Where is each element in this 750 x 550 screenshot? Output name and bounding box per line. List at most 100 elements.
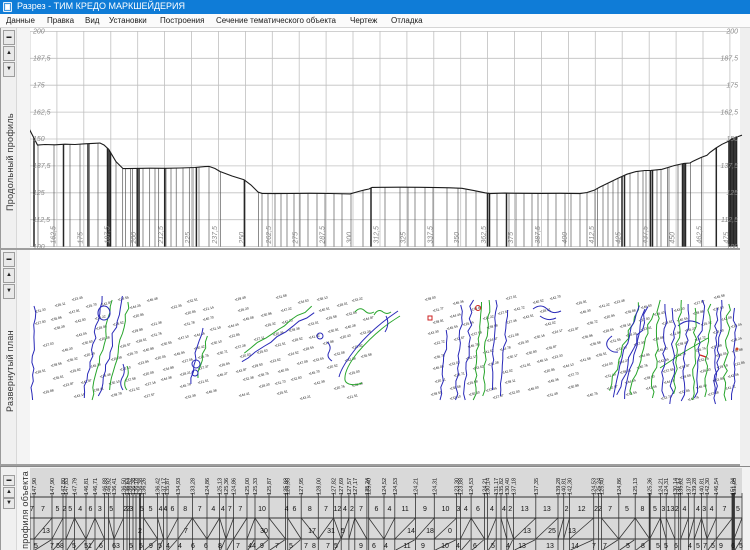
svg-text:•138.13: •138.13 bbox=[316, 295, 328, 302]
svg-text:•127.67: •127.67 bbox=[693, 299, 705, 306]
svg-text:2: 2 bbox=[123, 506, 127, 513]
svg-text:•127.93: •127.93 bbox=[34, 319, 46, 326]
svg-text:6: 6 bbox=[731, 543, 735, 550]
svg-text:127,95: 127,95 bbox=[299, 478, 305, 495]
svg-text:•128.51: •128.51 bbox=[34, 368, 46, 375]
svg-text:•137.68: •137.68 bbox=[707, 390, 719, 397]
svg-text:•128.21: •128.21 bbox=[179, 370, 191, 377]
svg-text:7: 7 bbox=[324, 506, 328, 513]
svg-text:13: 13 bbox=[543, 506, 551, 513]
svg-text:13: 13 bbox=[518, 543, 526, 550]
svg-text:•120.03: •120.03 bbox=[239, 352, 251, 359]
svg-text:125: 125 bbox=[33, 190, 45, 197]
svg-text:•124.47: •124.47 bbox=[486, 336, 498, 343]
svg-text:•140.05: •140.05 bbox=[277, 367, 289, 374]
svg-text:•123.41: •123.41 bbox=[640, 325, 652, 332]
svg-text:2: 2 bbox=[350, 506, 354, 513]
svg-text:•147.91: •147.91 bbox=[68, 308, 80, 315]
svg-text:31: 31 bbox=[327, 528, 335, 535]
svg-text:•145.08: •145.08 bbox=[242, 315, 254, 322]
svg-text:•135.61: •135.61 bbox=[52, 374, 64, 381]
svg-text:4: 4 bbox=[490, 506, 494, 513]
svg-text:4: 4 bbox=[502, 506, 506, 513]
svg-text:•128.91: •128.91 bbox=[539, 307, 551, 314]
svg-text:125,87: 125,87 bbox=[267, 478, 273, 495]
svg-text:•142.38: •142.38 bbox=[344, 356, 356, 363]
svg-text:•137.58: •137.58 bbox=[124, 376, 136, 383]
svg-text:•123.48: •123.48 bbox=[613, 298, 625, 305]
svg-text:14: 14 bbox=[571, 543, 579, 550]
svg-text:2: 2 bbox=[675, 506, 679, 513]
svg-text:•120.10: •120.10 bbox=[119, 365, 131, 372]
svg-text:•133.74: •133.74 bbox=[660, 394, 672, 401]
svg-text:•140.51: •140.51 bbox=[318, 306, 330, 313]
svg-text:•127.46: •127.46 bbox=[505, 318, 517, 325]
svg-text:112,5: 112,5 bbox=[33, 217, 50, 224]
svg-text:450: 450 bbox=[670, 232, 677, 244]
svg-text:9: 9 bbox=[359, 543, 363, 550]
svg-text:•142.02: •142.02 bbox=[501, 368, 513, 375]
svg-text:135,87: 135,87 bbox=[165, 478, 171, 495]
svg-text:•137.73: •137.73 bbox=[567, 371, 579, 378]
svg-text:•130.50: •130.50 bbox=[468, 390, 480, 397]
svg-text:•145.38: •145.38 bbox=[89, 362, 101, 369]
svg-text:4: 4 bbox=[464, 506, 468, 513]
svg-text:7: 7 bbox=[359, 506, 363, 513]
svg-text:•130.16: •130.16 bbox=[533, 333, 545, 340]
svg-text:•146.27: •146.27 bbox=[216, 371, 228, 378]
svg-text:•137.60: •137.60 bbox=[712, 305, 724, 312]
svg-text:150: 150 bbox=[33, 136, 45, 143]
svg-text:•144.41: •144.41 bbox=[238, 391, 250, 398]
svg-text:137,5: 137,5 bbox=[720, 163, 738, 170]
svg-text:•144.78: •144.78 bbox=[663, 378, 675, 385]
svg-text:4: 4 bbox=[343, 506, 347, 513]
svg-text:127,57: 127,57 bbox=[347, 478, 353, 495]
svg-text:125,24: 125,24 bbox=[365, 478, 371, 495]
svg-text:•139.03: •139.03 bbox=[643, 374, 655, 381]
svg-text:100: 100 bbox=[726, 244, 738, 251]
svg-text:•120.09: •120.09 bbox=[142, 370, 154, 377]
svg-text:•143.33: •143.33 bbox=[673, 306, 685, 313]
svg-text:387,5: 387,5 bbox=[535, 226, 542, 244]
svg-text:124,53: 124,53 bbox=[393, 478, 399, 495]
svg-text:4: 4 bbox=[159, 506, 163, 513]
svg-text:11: 11 bbox=[401, 506, 408, 513]
svg-text:•140.99: •140.99 bbox=[142, 346, 154, 353]
svg-text:•141.58: •141.58 bbox=[579, 356, 591, 363]
svg-text:•128.64: •128.64 bbox=[602, 327, 614, 334]
svg-text:•131.30: •131.30 bbox=[615, 345, 627, 352]
svg-text:175: 175 bbox=[77, 232, 84, 244]
svg-text:134,93: 134,93 bbox=[176, 478, 182, 495]
svg-text:7: 7 bbox=[50, 543, 54, 550]
svg-text:7: 7 bbox=[703, 543, 707, 550]
svg-text:112,5: 112,5 bbox=[721, 217, 738, 224]
svg-text:136,38: 136,38 bbox=[131, 478, 137, 495]
svg-text:124,21: 124,21 bbox=[483, 478, 489, 495]
svg-text:2: 2 bbox=[63, 506, 67, 513]
svg-text:•139.00: •139.00 bbox=[424, 295, 436, 302]
svg-text:125,93: 125,93 bbox=[284, 478, 290, 495]
svg-text:136,41: 136,41 bbox=[112, 478, 118, 495]
svg-text:162,5: 162,5 bbox=[50, 226, 57, 244]
svg-text:5: 5 bbox=[72, 543, 76, 550]
svg-text:•145.54: •145.54 bbox=[446, 324, 458, 331]
svg-text:124,53: 124,53 bbox=[592, 478, 598, 495]
svg-text:125,36: 125,36 bbox=[648, 478, 654, 495]
svg-text:•139.38: •139.38 bbox=[288, 326, 300, 333]
svg-text:4: 4 bbox=[387, 506, 391, 513]
svg-text:•125.32: •125.32 bbox=[700, 320, 712, 327]
svg-text:125,00: 125,00 bbox=[245, 478, 251, 495]
svg-text:•127.11: •127.11 bbox=[253, 335, 265, 342]
svg-text:4: 4 bbox=[166, 543, 170, 550]
svg-text:•120.76: •120.76 bbox=[333, 384, 345, 391]
svg-text:12: 12 bbox=[578, 506, 586, 513]
svg-text:•130.17: •130.17 bbox=[506, 353, 518, 360]
svg-text:•132.83: •132.83 bbox=[290, 375, 302, 382]
svg-text:6: 6 bbox=[204, 543, 208, 550]
svg-text:4: 4 bbox=[211, 506, 215, 513]
svg-text:4: 4 bbox=[285, 506, 289, 513]
svg-text:•142.73: •142.73 bbox=[281, 318, 293, 325]
svg-text:237,5: 237,5 bbox=[212, 226, 219, 245]
svg-text:5: 5 bbox=[341, 528, 345, 535]
svg-text:5: 5 bbox=[664, 543, 668, 550]
